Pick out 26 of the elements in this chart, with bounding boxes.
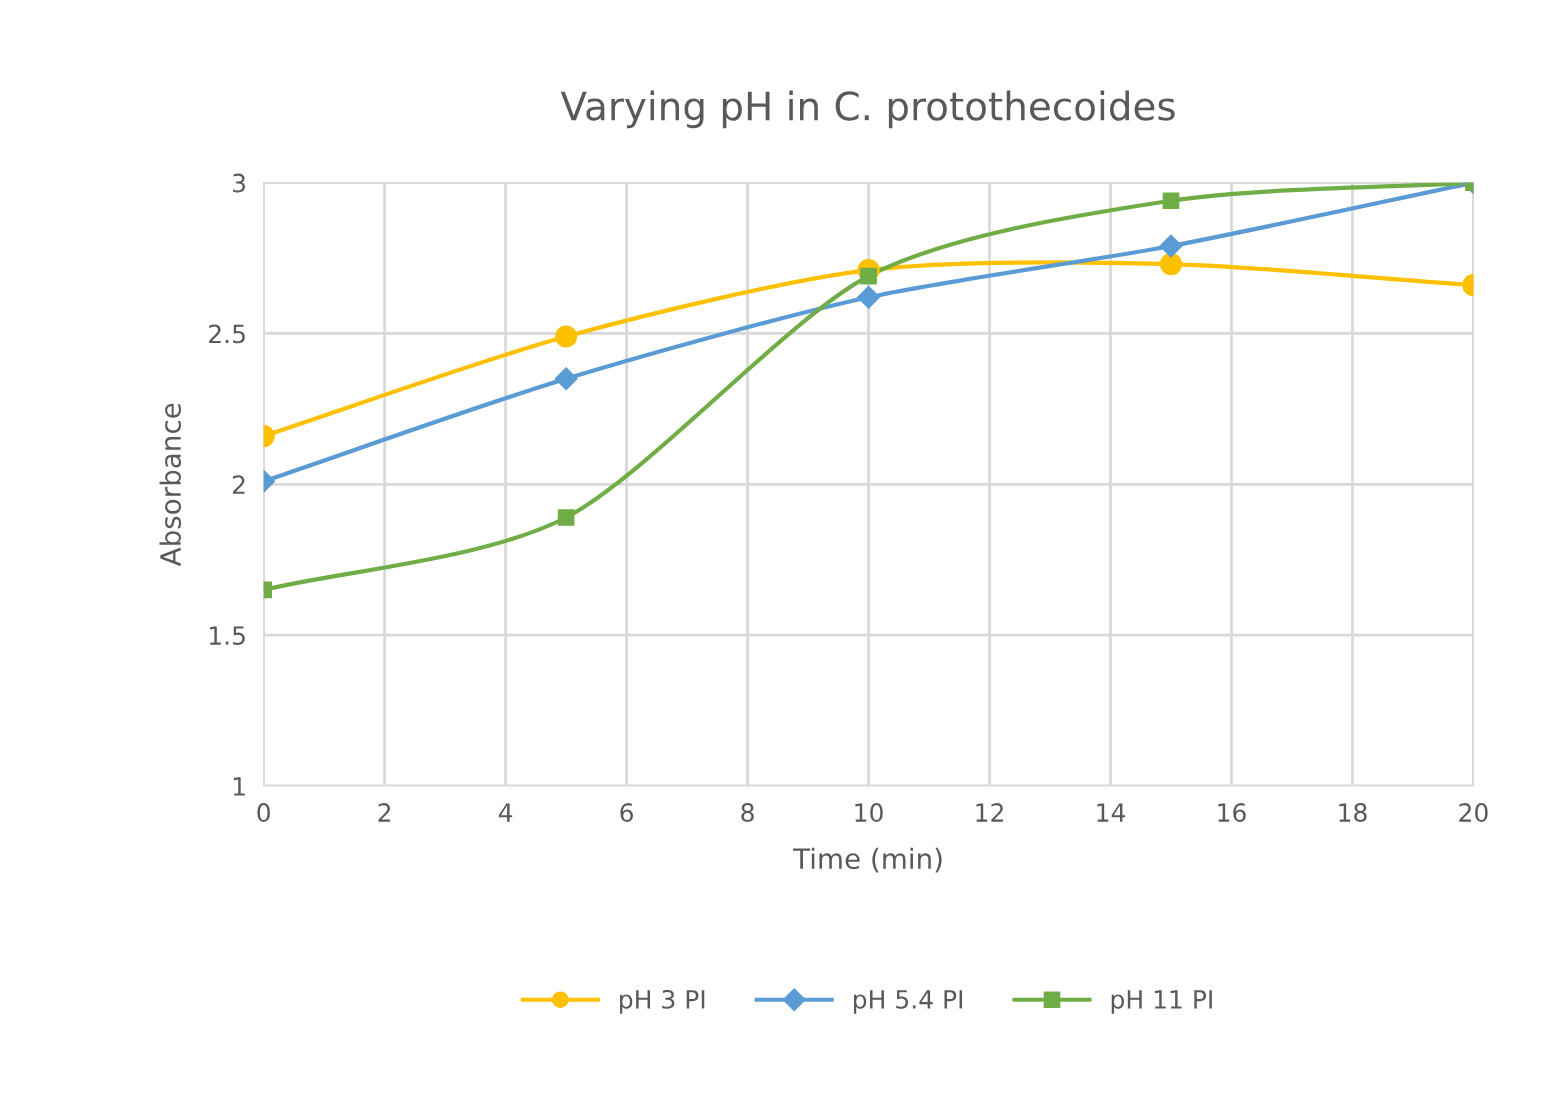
- legend-label: pH 5.4 PI: [853, 990, 963, 1014]
- point: [1159, 234, 1183, 258]
- x-tick-label: 2: [378, 803, 391, 822]
- chart-title: Varying pH in C. protothecoides: [560, 90, 1175, 129]
- y-tick-label: 2.5: [209, 324, 245, 344]
- point: [1162, 192, 1180, 210]
- x-axis-title: Time (min): [793, 847, 942, 873]
- x-tick-label: 20: [1459, 803, 1488, 822]
- x-tick-label: 12: [976, 803, 1003, 822]
- x-tick-label: 6: [620, 803, 633, 822]
- x-tick-label: 4: [498, 803, 513, 822]
- x-tick-label: 0: [257, 803, 270, 822]
- y-axis-title: Absorbance: [159, 403, 182, 567]
- x-tick-label: 18: [1339, 803, 1367, 822]
- legend-label: pH 11 PI: [1111, 990, 1212, 1014]
- x-tick-label: 16: [1218, 803, 1246, 822]
- x-tick-label: 14: [1097, 803, 1126, 822]
- x-tick-label: 8: [741, 803, 754, 822]
- point: [857, 285, 881, 309]
- y-tick-label: 1: [233, 777, 245, 796]
- x-tick-label: 10: [855, 803, 883, 822]
- y-tick-label: 2: [232, 475, 245, 494]
- y-tick-label: 1.5: [209, 626, 245, 645]
- point: [1159, 252, 1183, 276]
- legend-label: pH 3 PI: [620, 989, 705, 1014]
- y-tick-label: 3: [233, 173, 245, 193]
